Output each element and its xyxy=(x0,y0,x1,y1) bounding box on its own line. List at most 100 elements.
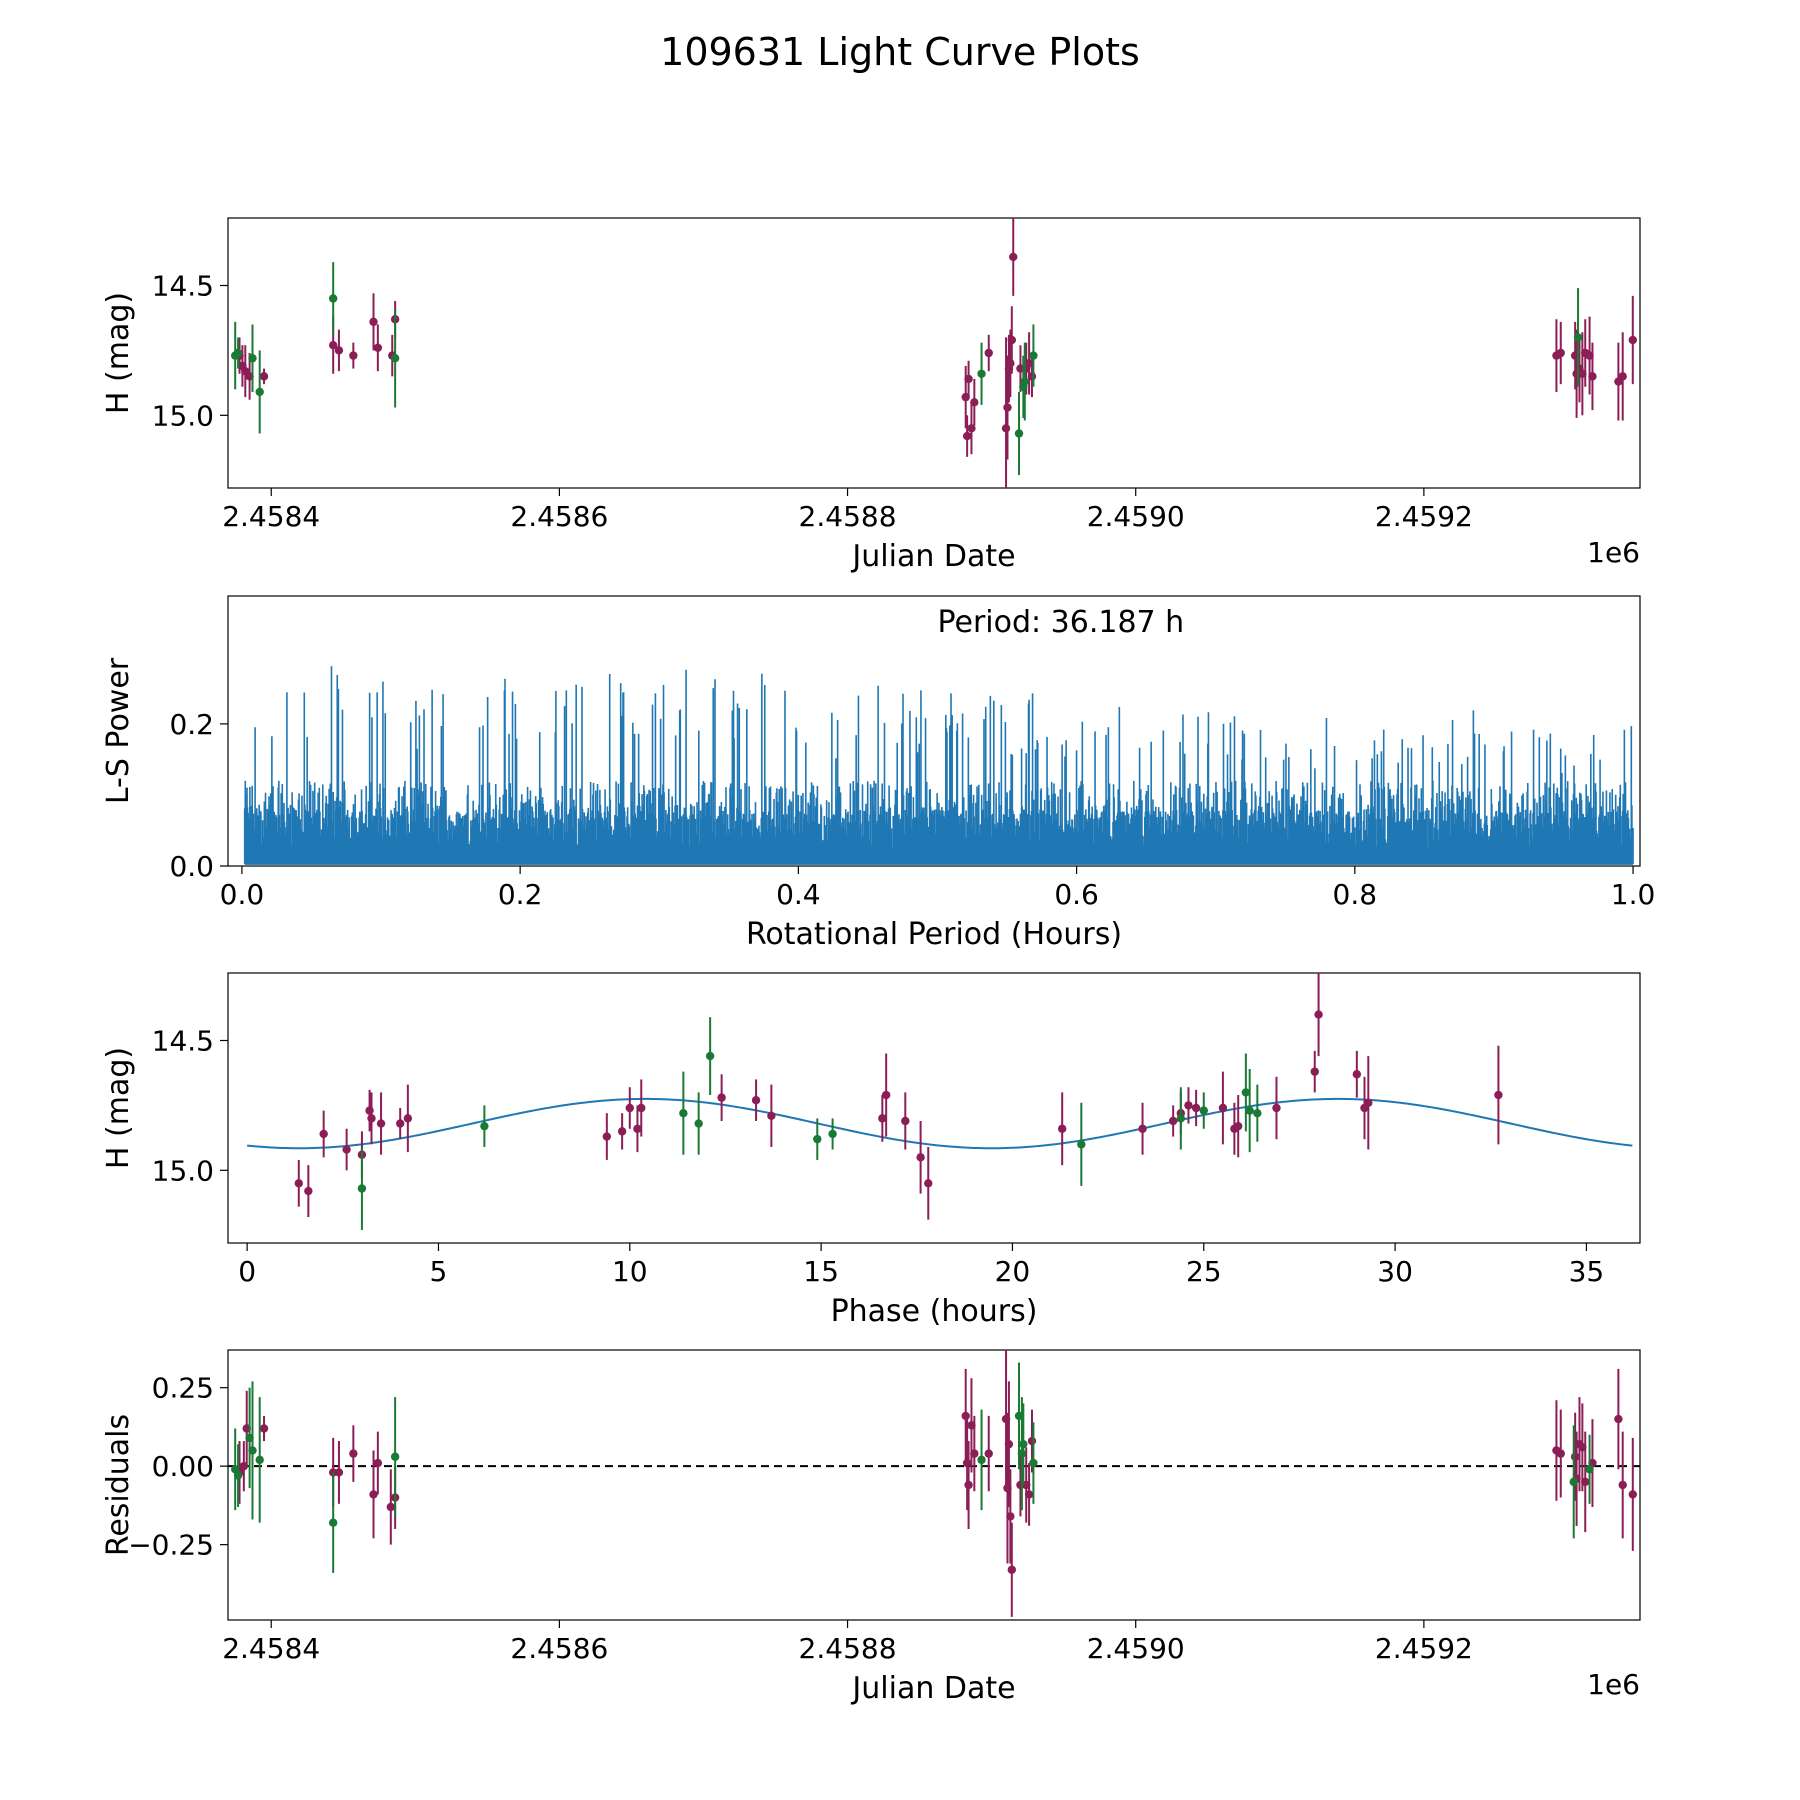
data-point xyxy=(373,343,383,353)
data-layer xyxy=(231,218,1637,488)
data-point xyxy=(1006,359,1015,368)
data-point xyxy=(395,1119,405,1128)
data-point xyxy=(970,398,979,407)
x-tick-label: 5 xyxy=(430,1255,448,1288)
x-tick-label: 2.4584 xyxy=(222,500,320,533)
data-point xyxy=(369,317,378,327)
data-point xyxy=(1029,1458,1038,1468)
series-primary xyxy=(235,218,1637,488)
data-point xyxy=(1618,1480,1627,1490)
data-point xyxy=(1176,1114,1186,1123)
data-point xyxy=(349,1449,358,1458)
data-point xyxy=(328,294,338,303)
y-axis-label: L-S Power xyxy=(101,657,136,804)
data-point xyxy=(1628,1490,1637,1499)
data-point xyxy=(1352,1070,1362,1079)
data-point xyxy=(1618,372,1627,381)
data-point xyxy=(369,1490,378,1499)
model-layer xyxy=(247,1097,1633,1150)
data-point xyxy=(617,1127,627,1136)
data-point xyxy=(1573,333,1583,342)
data-point xyxy=(248,1446,257,1455)
data-point xyxy=(357,1184,367,1193)
data-point xyxy=(1585,1465,1594,1474)
x-tick-label: 20 xyxy=(995,1255,1031,1288)
data-point xyxy=(334,346,344,355)
panel-periodogram: 0.0 0.2 0.4 0.6 0.8 1.0 0.0 0.2 Rotational Perio… xyxy=(101,595,1656,952)
data-point xyxy=(967,424,976,433)
data-point xyxy=(1004,1439,1014,1449)
x-tick-label: 2.4586 xyxy=(510,1632,608,1665)
x-tick-label: 2.4592 xyxy=(1375,500,1473,533)
data-point xyxy=(984,1449,993,1458)
x-axis-label: Julian Date xyxy=(850,539,1015,574)
y-tick-label: 0.25 xyxy=(152,1372,214,1405)
data-layer xyxy=(243,666,1634,865)
data-point xyxy=(233,348,243,358)
data-point xyxy=(1191,1103,1201,1113)
data-point xyxy=(1003,403,1012,412)
series-primary xyxy=(294,973,1503,1220)
data-layer xyxy=(294,973,1503,1231)
x-tick-label: 2.4588 xyxy=(799,500,897,533)
y-tick-label: 14.5 xyxy=(152,270,214,303)
data-point xyxy=(390,353,400,363)
data-point xyxy=(962,1458,972,1468)
data-point xyxy=(480,1121,489,1131)
data-point xyxy=(1027,1436,1037,1446)
data-point xyxy=(717,1093,726,1102)
data-point xyxy=(970,1449,979,1458)
data-point xyxy=(233,1471,243,1480)
data-point xyxy=(259,372,269,381)
data-point xyxy=(1494,1090,1503,1100)
data-point xyxy=(1570,1452,1580,1461)
data-point xyxy=(349,351,358,360)
data-point xyxy=(1057,1124,1067,1133)
data-point xyxy=(1027,372,1037,381)
data-point xyxy=(881,1090,891,1100)
data-point xyxy=(403,1114,413,1123)
panel-residuals: 2.4584 2.4586 2.4588 2.4590 2.4592 0.25 0.00 −0… xyxy=(101,1349,1641,1706)
data-point xyxy=(1168,1116,1178,1126)
x-tick-label: 2.4590 xyxy=(1087,500,1185,533)
data-point xyxy=(1014,429,1024,438)
data-point xyxy=(637,1103,646,1113)
plot-frame xyxy=(227,1349,1641,1621)
data-layer xyxy=(231,1350,1637,1617)
data-point xyxy=(977,369,986,378)
data-point xyxy=(1029,351,1038,360)
data-point xyxy=(259,1424,269,1433)
series-primary xyxy=(235,1350,1637,1617)
data-point xyxy=(304,1186,313,1196)
y-axis-label: Residuals xyxy=(101,1414,136,1556)
data-point xyxy=(1001,424,1011,433)
data-point xyxy=(977,1455,986,1465)
data-point xyxy=(1234,1121,1243,1131)
data-point xyxy=(1556,1449,1565,1458)
x-tick-label: 2.4588 xyxy=(799,1632,897,1665)
x-tick-label: 35 xyxy=(1569,1255,1605,1288)
y-tick-label: 0.0 xyxy=(169,850,214,883)
y-tick-label: 14.5 xyxy=(152,1025,214,1058)
x-tick-label: 1.0 xyxy=(1611,878,1656,911)
data-point xyxy=(328,1518,338,1527)
data-point xyxy=(367,1114,376,1123)
x-tick-label: 15 xyxy=(803,1255,839,1288)
x-offset-label: 1e6 xyxy=(1587,1668,1640,1701)
model-curve xyxy=(247,1097,1633,1150)
plot-frame xyxy=(227,972,1641,1244)
data-point xyxy=(328,341,338,350)
x-tick-label: 2.4592 xyxy=(1375,1632,1473,1665)
panel-light-curve: 2.4584 2.4586 2.4588 2.4590 2.4592 15.0 14.5 Ju… xyxy=(101,217,1641,574)
data-point xyxy=(1007,335,1017,345)
data-point xyxy=(961,1411,970,1421)
plot-frame xyxy=(227,217,1641,489)
y-tick-label: −0.25 xyxy=(128,1529,214,1562)
data-point xyxy=(1006,1512,1015,1521)
data-point xyxy=(1007,1565,1017,1574)
data-point xyxy=(1017,1449,1027,1458)
data-point xyxy=(294,1179,303,1188)
data-point xyxy=(1199,1106,1208,1115)
y-axis-label: H (mag) xyxy=(101,292,136,414)
data-point xyxy=(390,1452,400,1461)
